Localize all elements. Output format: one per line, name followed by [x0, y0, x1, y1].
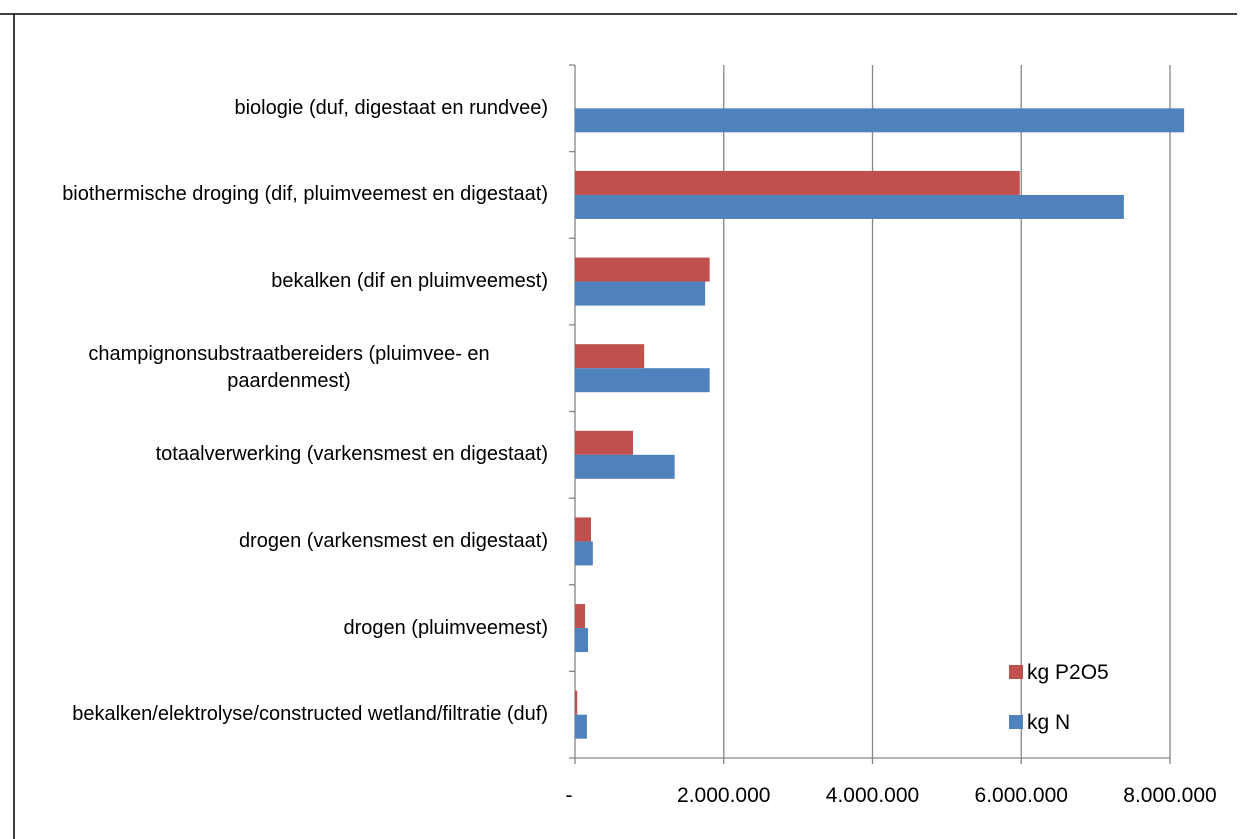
x-tick-label: - [566, 784, 573, 807]
y-tick-label: champignonsubstraatbereiders (pluimvee- … [30, 325, 548, 412]
category-text: biologie (duf, digestaat en rundvee) [234, 96, 548, 119]
y-tick-label: totaalverwerking (varkensmest en digesta… [30, 412, 548, 499]
bar [575, 628, 589, 653]
category-text: biothermische droging (dif, pluimveemest… [62, 183, 548, 206]
category-text: drogen (varkensmest en digestaat) [238, 529, 548, 552]
y-tick-label: drogen (pluimveemest) [30, 585, 548, 672]
bar [575, 541, 593, 566]
category-text: champignonsubstraatbereiders (pluimvee- … [88, 343, 490, 393]
y-tick-label: bekalken/elektrolyse/constructed wetland… [30, 671, 548, 758]
bar [575, 257, 710, 282]
bar [575, 517, 591, 542]
x-tick-label: 4.000.000 [826, 784, 919, 807]
bar [575, 430, 634, 455]
category-text: drogen (pluimveemest) [343, 616, 548, 639]
y-tick-label: drogen (varkensmest en digestaat) [30, 498, 548, 585]
bar [575, 108, 1185, 133]
x-tick-label: 6.000.000 [975, 784, 1068, 807]
bar [575, 170, 1020, 195]
bar [575, 281, 706, 306]
bar [575, 344, 645, 369]
legend-swatch [1009, 665, 1023, 679]
legend-swatch [1009, 715, 1023, 729]
bar [575, 454, 675, 479]
bar [575, 690, 578, 715]
bar [575, 194, 1124, 219]
y-tick-label: biothermische droging (dif, pluimveemest… [30, 152, 548, 239]
bar [575, 604, 586, 629]
category-text: totaalverwerking (varkensmest en digesta… [155, 443, 548, 466]
x-tick-label: 2.000.000 [677, 784, 770, 807]
bar [575, 714, 587, 739]
category-text: bekalken/elektrolyse/constructed wetland… [72, 703, 548, 726]
legend-label: kg P2O5 [1027, 661, 1109, 684]
y-tick-label: biologie (duf, digestaat en rundvee) [30, 65, 548, 152]
y-tick-label: bekalken (dif en pluimveemest) [30, 238, 548, 325]
bar [575, 368, 710, 393]
legend-label: kg N [1027, 711, 1070, 734]
category-text: bekalken (dif en pluimveemest) [271, 270, 548, 293]
x-tick-label: 8.000.000 [1123, 784, 1216, 807]
